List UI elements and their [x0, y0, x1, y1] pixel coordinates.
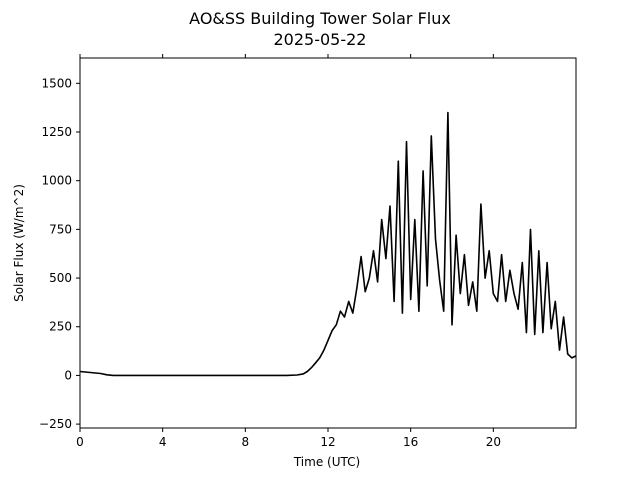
x-tick-label: 12	[320, 435, 335, 449]
x-tick-label: 20	[486, 435, 501, 449]
y-tick-label: 250	[49, 320, 72, 334]
plot-area	[79, 111, 577, 377]
x-tick-label: 8	[242, 435, 250, 449]
x-tick-label: 4	[159, 435, 167, 449]
y-tick-label: 0	[64, 368, 72, 382]
x-axis-ticks: 0 4 8 12 16 20	[76, 54, 501, 449]
chart-title: AO&SS Building Tower Solar Flux	[189, 9, 451, 28]
x-tick-label: 16	[403, 435, 418, 449]
y-tick-label: −250	[39, 417, 72, 431]
y-tick-label: 500	[49, 271, 72, 285]
x-tick-label: 0	[76, 435, 84, 449]
solar-flux-series-line	[79, 111, 577, 377]
y-tick-label: 750	[49, 222, 72, 236]
y-axis-label: Solar Flux (W/m^2)	[12, 184, 26, 302]
x-axis-label: Time (UTC)	[293, 455, 360, 469]
chart-subtitle: 2025-05-22	[274, 30, 367, 49]
y-axis-ticks: −250 0 250 500 750 1000 1250 1500	[39, 76, 80, 431]
axes-frame	[79, 57, 577, 429]
y-tick-label: 1000	[41, 174, 72, 188]
y-tick-label: 1500	[41, 76, 72, 90]
y-tick-label: 1250	[41, 125, 72, 139]
